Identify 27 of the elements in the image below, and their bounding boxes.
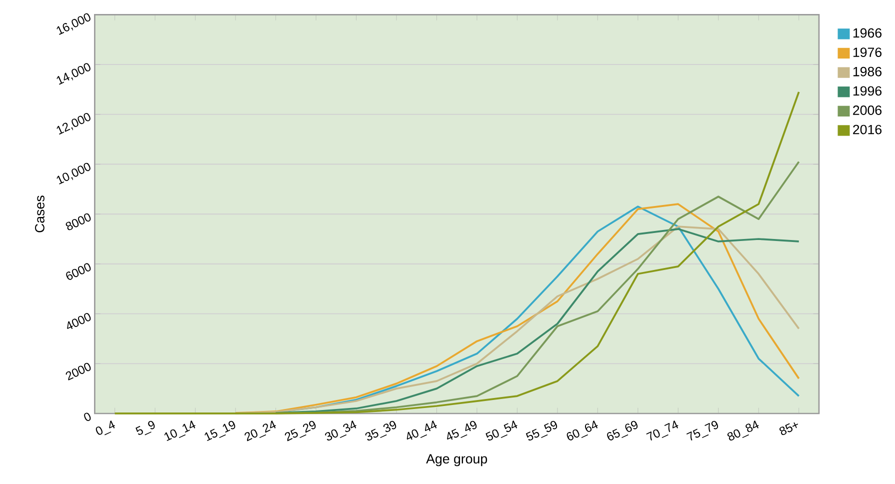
x-tick-label: 60_64 xyxy=(566,420,598,440)
x-tick-label: 65_69 xyxy=(607,420,638,440)
legend-label: 1996 xyxy=(853,86,882,96)
x-tick-label: 0_4 xyxy=(96,420,115,436)
legend-label: 1966 xyxy=(853,28,882,38)
legend-label: 1986 xyxy=(853,66,882,76)
legend-label: 1976 xyxy=(853,47,882,57)
x-tick-label: 80_84 xyxy=(727,420,759,440)
x-tick-label: 85+ xyxy=(779,422,798,435)
x-axis-title: Age group xyxy=(426,454,488,466)
x-tick-label: 5_9 xyxy=(136,420,155,436)
y-tick-label: 6000 xyxy=(66,263,91,280)
x-tick-label: 45_49 xyxy=(447,420,477,440)
x-tick-label: 35_39 xyxy=(365,420,396,440)
legend-label: 2016 xyxy=(853,124,882,134)
x-tick-label: 55_59 xyxy=(526,420,558,440)
y-tick-label: 0 xyxy=(84,412,91,421)
x-tick-label: 30_34 xyxy=(325,420,356,440)
y-tick-label: 2000 xyxy=(66,362,91,380)
y-tick-label: 4000 xyxy=(67,312,91,329)
x-tick-label: 75_79 xyxy=(686,420,718,440)
y-axis-title: Cases xyxy=(35,196,44,232)
x-tick-label: 40_44 xyxy=(406,420,437,440)
y-tick-label: 8000 xyxy=(66,213,91,230)
legend-label: 2006 xyxy=(853,105,882,115)
x-tick-label: 50_54 xyxy=(486,420,518,440)
x-tick-label: 70_74 xyxy=(646,420,678,440)
